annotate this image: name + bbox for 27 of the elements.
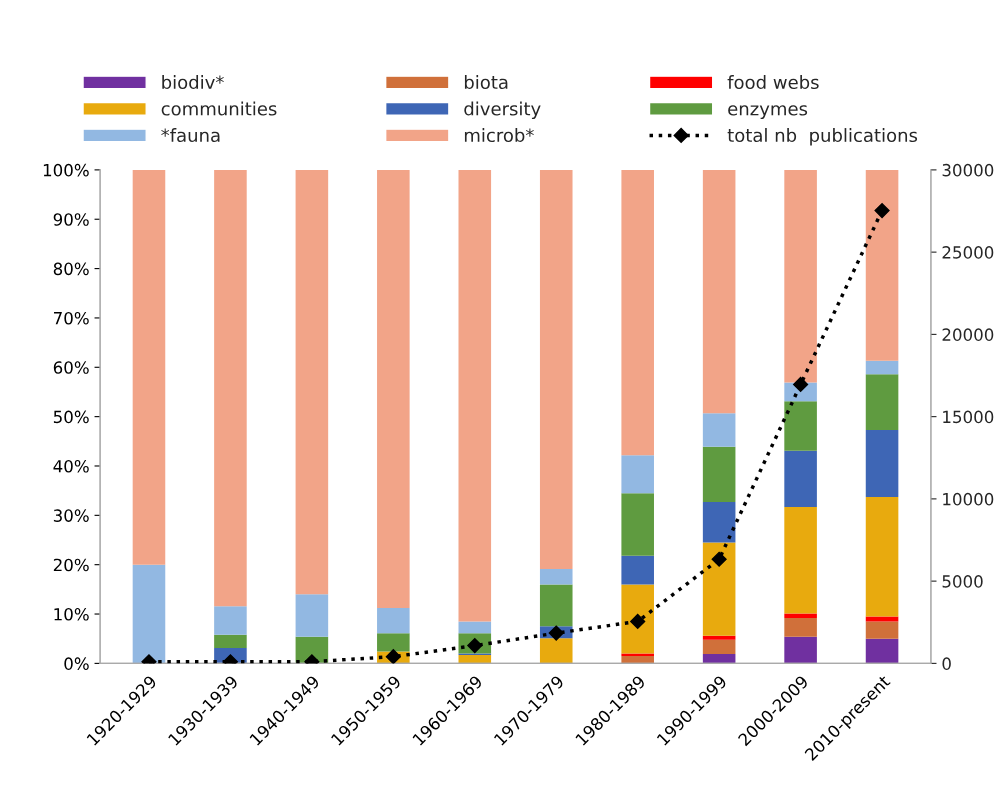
y-tick-label: 60%	[53, 361, 89, 374]
legend-label: communities	[161, 101, 277, 116]
y-tick-label: 20%	[53, 558, 89, 572]
legend-label: enzymes	[728, 105, 808, 120]
legend-label: biodiv*	[162, 75, 224, 90]
legend-label: biota	[464, 75, 508, 90]
y-tick-label: 90%	[53, 213, 89, 226]
y2-tick-label: 15000	[943, 410, 994, 424]
y-tick-label: 70%	[54, 311, 89, 325]
y-tick-label: 100%	[43, 163, 89, 177]
y2-tick-label: 20000	[942, 328, 994, 341]
legend-label: *fauna	[161, 128, 220, 143]
legend-label: microb*	[464, 128, 534, 143]
y-tick-label: 30%	[53, 509, 89, 522]
y-tick-label: 40%	[53, 459, 89, 473]
legend-label: total nb publications	[727, 128, 918, 146]
y2-tick-label: 5000	[942, 575, 983, 588]
y-tick-label: 10%	[54, 607, 89, 621]
y2-tick-label: 25000	[942, 246, 994, 259]
y-tick-label: 0%	[64, 657, 89, 670]
y2-tick-label: 30000	[942, 163, 994, 177]
legend-label: food webs	[727, 75, 819, 90]
y-tick-label: 50%	[53, 410, 89, 424]
y2-tick-label: 10000	[943, 492, 994, 506]
legend-label: diversity	[464, 101, 541, 120]
y2-tick-label: 0	[942, 657, 951, 670]
y-tick-label: 80%	[53, 262, 89, 276]
